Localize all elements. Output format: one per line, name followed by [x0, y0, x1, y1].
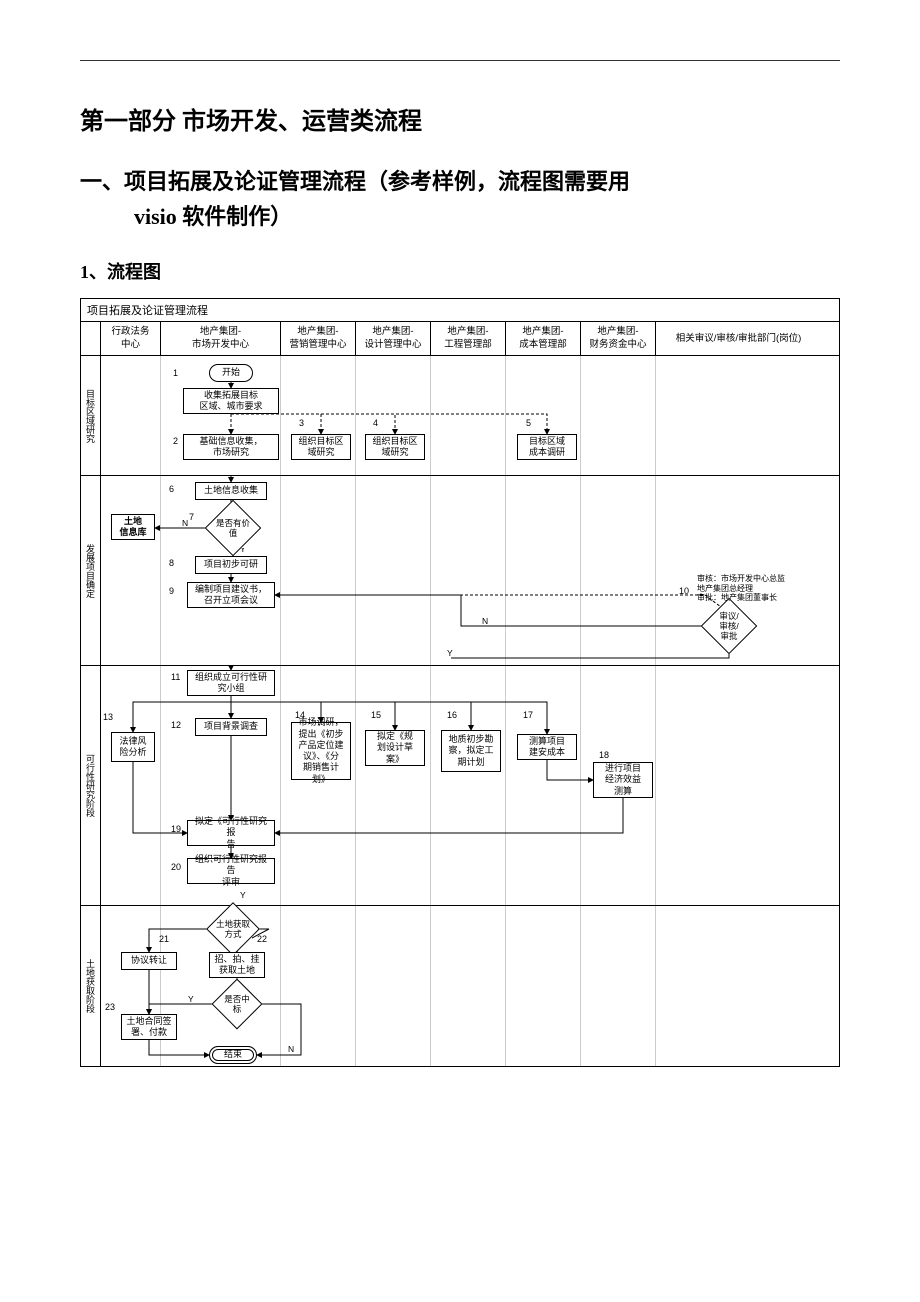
divider — [80, 60, 840, 61]
heading-section: 一、项目拓展及论证管理流程（参考样例，流程图需要用 visio 软件制作） — [80, 164, 840, 234]
step-number: 3 — [299, 418, 304, 428]
node-n10: 审议/ 审核/ 审批 — [709, 606, 749, 646]
step-number: 1 — [173, 368, 178, 378]
node-n5: 目标区域 成本调研 — [517, 434, 577, 460]
lane-header-L1: 地产集团- 市场开发中心 — [161, 322, 281, 355]
edge-label: N — [287, 1044, 295, 1054]
node-n20: 组织可行性研究报告 评审 — [187, 858, 275, 884]
node-n19: 拟定《可行性研究报 告 — [187, 820, 275, 846]
edge-label: Y — [187, 994, 195, 1004]
lanes-header: 行政法务 中心地产集团- 市场开发中心地产集团- 营销管理中心地产集团- 设计管… — [81, 322, 839, 356]
heading-section-line1: 一、项目拓展及论证管理流程（参考样例，流程图需要用 — [80, 169, 630, 194]
node-n23: 土地合同签 署、付款 — [121, 1014, 177, 1040]
step-number: 22 — [257, 934, 267, 944]
node-n18: 进行项目 经济效益 测算 — [593, 762, 653, 798]
node-n15: 拟定《规 划设计草 案》 — [365, 730, 425, 766]
edge-label: N — [481, 616, 489, 626]
step-number: 23 — [105, 1002, 115, 1012]
node-n16: 地质初步勘 察，拟定工 期计划 — [441, 730, 501, 772]
step-number: 11 — [171, 672, 180, 682]
heading-sub: 1、流程图 — [80, 258, 840, 284]
phase-label-P4: 土地获取阶段 — [81, 906, 101, 1066]
step-number: 12 — [171, 720, 181, 730]
lane-header-L3: 地产集团- 设计管理中心 — [356, 322, 431, 355]
step-number: 19 — [171, 824, 181, 834]
lane-header-L2: 地产集团- 营销管理中心 — [281, 322, 356, 355]
edge-label: Y — [239, 890, 247, 900]
node-n4: 组织目标区 域研究 — [365, 434, 425, 460]
node-n22: 招、拍、挂 获取土地 — [209, 952, 265, 978]
step-number: 16 — [447, 710, 457, 720]
heading-part: 第一部分 市场开发、运营类流程 — [80, 101, 840, 136]
node-n-way: 土地获取 方式 — [214, 910, 252, 948]
node-n21: 协议转让 — [121, 952, 177, 970]
step-number: 6 — [169, 484, 174, 494]
phase-body-P1: 开始 1 收集拓展目标 区域、城市要求 2 基础信息收集， 市场研究 3 组织目标区 域研究… — [101, 356, 839, 475]
node-db: 土地 信息库 — [111, 514, 155, 540]
phase-body-P4: YYN土地获取 方式21协议转让22招、拍、挂 获取土地是否中 标23土地合同签… — [101, 906, 839, 1066]
phase-P1: 目标区域研究 开始 1 收集拓展目标 区域、城市要求 2 基础信息收集， 市场研究 3 组织目… — [81, 356, 839, 476]
lane-header-L5: 地产集团- 成本管理部 — [506, 322, 581, 355]
node-n9: 编制项目建议书， 召开立项会议 — [187, 582, 275, 608]
node-n1: 收集拓展目标 区域、城市要求 — [183, 388, 279, 414]
lane-header-L7: 相关审议/审核/审批部门(岗位) — [656, 322, 821, 355]
phase-P2: 发展项目确定NYNY6土地信息收集土地 信息库7是否有价值8项目初步可研9编制项… — [81, 476, 839, 666]
node-n3: 组织目标区 域研究 — [291, 434, 351, 460]
step-number: 7 — [189, 512, 194, 522]
node-n-bid: 是否中 标 — [219, 986, 255, 1022]
step-number: 20 — [171, 862, 181, 872]
lane-header-L4: 地产集团- 工程管理部 — [431, 322, 506, 355]
step-number: 21 — [159, 934, 169, 944]
phase-label-spacer — [81, 322, 101, 355]
phase-label-P2: 发展项目确定 — [81, 476, 101, 665]
node-n2: 基础信息收集， 市场研究 — [183, 434, 279, 460]
phase-label-P3: 可行性研究阶段 — [81, 666, 101, 905]
step-number: 9 — [169, 586, 174, 596]
edge-label: N — [181, 518, 189, 528]
step-number: 17 — [523, 710, 533, 720]
node-n10note: 审核：市场开发中心总监 地产集团总经理 审批：地产集团董事长 — [697, 574, 835, 603]
step-number: 4 — [373, 418, 378, 428]
node-n13: 法律风 险分析 — [111, 732, 155, 762]
phase-P3: 可行性研究阶段11组织成立可行性研 究小组12项目背景调查13法律风 险分析14… — [81, 666, 839, 906]
heading-section-line2: visio 软件制作） — [80, 199, 840, 234]
node-n11: 组织成立可行性研 究小组 — [187, 670, 275, 696]
step-number: 18 — [599, 750, 609, 760]
node-n14: 市场调研， 提出《初步 产品定位建 议》、《分 期销售计 划》 — [291, 722, 351, 780]
node-n7: 是否有价值 — [213, 508, 253, 548]
step-number: 2 — [173, 436, 178, 446]
phases-container: 目标区域研究 开始 1 收集拓展目标 区域、城市要求 2 基础信息收集， 市场研究 3 组织目… — [81, 356, 839, 1066]
node-n6: 土地信息收集 — [195, 482, 267, 500]
node-n12: 项目背景调查 — [195, 718, 267, 736]
step-number: 5 — [526, 418, 531, 428]
step-number: 15 — [371, 710, 381, 720]
phase-P4: 土地获取阶段YYN土地获取 方式21协议转让22招、拍、挂 获取土地是否中 标2… — [81, 906, 839, 1066]
flowchart-title: 项目拓展及论证管理流程 — [81, 299, 839, 322]
node-n8: 项目初步可研 — [195, 556, 267, 574]
phase-body-P2: NYNY6土地信息收集土地 信息库7是否有价值8项目初步可研9编制项目建议书， … — [101, 476, 839, 665]
step-number: 10 — [679, 586, 689, 596]
lane-header-L0: 行政法务 中心 — [101, 322, 161, 355]
edge-label: Y — [446, 648, 454, 658]
flowchart: 项目拓展及论证管理流程 行政法务 中心地产集团- 市场开发中心地产集团- 营销管… — [80, 298, 840, 1067]
step-number: 13 — [103, 712, 113, 722]
lane-header-L6: 地产集团- 财务资金中心 — [581, 322, 656, 355]
phase-body-P3: 11组织成立可行性研 究小组12项目背景调查13法律风 险分析14市场调研， 提… — [101, 666, 839, 905]
node-end: 结束 — [209, 1046, 257, 1064]
phase-label-P1: 目标区域研究 — [81, 356, 101, 475]
step-number: 8 — [169, 558, 174, 568]
node-n17: 测算项目 建安成本 — [517, 734, 577, 760]
node-start: 开始 — [209, 364, 253, 382]
